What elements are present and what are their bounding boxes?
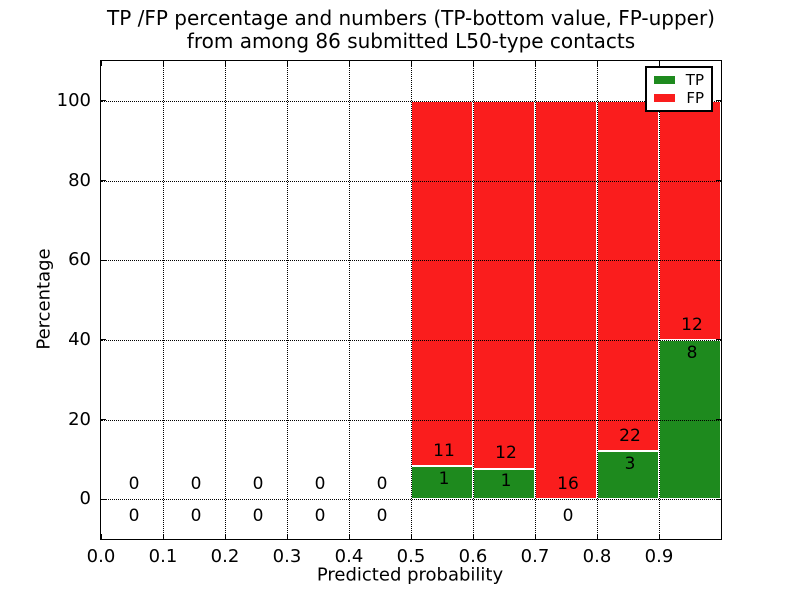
y-tick-label: 80	[68, 169, 91, 191]
vertical-gridline	[411, 61, 412, 539]
y-tick-label: 60	[68, 249, 91, 271]
x-tick-label: 0.7	[520, 546, 550, 567]
y-tick-mark	[101, 498, 106, 500]
y-tick-mark-right	[716, 498, 721, 500]
x-tick-mark	[596, 534, 598, 539]
y-tick-label: 40	[68, 328, 91, 350]
y-tick-mark-right	[716, 180, 721, 181]
tp-count-label: 0	[252, 505, 264, 526]
chart-title-line2: from among 86 submitted L50-type contact…	[186, 29, 636, 53]
x-tick-mark-top	[348, 61, 350, 66]
x-tick-mark-top	[100, 61, 102, 66]
fp-bar-segment	[659, 100, 721, 340]
x-tick-mark	[286, 534, 288, 539]
fp-count-label: 11	[433, 440, 455, 461]
x-tick-mark-top	[410, 61, 412, 66]
vertical-gridline	[349, 61, 350, 539]
fp-count-label: 0	[252, 474, 264, 495]
y-tick-label: 0	[79, 488, 91, 510]
legend: TP FP	[645, 66, 713, 112]
x-tick-label: 0.0	[86, 546, 116, 567]
fp-count-label: 12	[681, 314, 703, 335]
x-tick-mark-top	[534, 61, 536, 66]
fp-count-label: 12	[495, 443, 517, 464]
x-tick-mark	[348, 534, 350, 539]
x-tick-mark-top	[162, 61, 164, 66]
tp-count-label: 1	[438, 468, 450, 489]
vertical-gridline	[597, 61, 598, 539]
fp-count-label: 0	[190, 474, 202, 495]
chart-title: TP /FP percentage and numbers (TP-bottom…	[100, 7, 722, 53]
x-tick-mark	[410, 534, 412, 539]
fp-bar-segment	[473, 100, 535, 469]
tp-count-label: 0	[190, 505, 202, 526]
fp-count-label: 0	[128, 474, 140, 495]
legend-label-fp: FP	[686, 89, 704, 107]
y-tick-mark-right	[716, 339, 721, 341]
x-tick-mark	[658, 534, 660, 539]
y-tick-mark	[101, 100, 106, 102]
tp-count-label: 3	[624, 454, 636, 475]
x-tick-label: 0.1	[148, 546, 178, 567]
x-tick-mark	[224, 534, 226, 539]
y-tick-label: 100	[56, 89, 91, 111]
fp-bar-segment	[535, 100, 597, 500]
x-tick-mark	[100, 534, 102, 539]
vertical-gridline	[287, 61, 288, 539]
tp-count-label: 1	[500, 471, 512, 492]
x-axis-label: Predicted probability	[316, 564, 504, 586]
vertical-gridline	[225, 61, 226, 539]
y-tick-mark	[101, 180, 106, 181]
tp-bar-segment	[473, 468, 535, 500]
x-tick-label: 0.8	[582, 546, 612, 567]
x-tick-label: 0.6	[458, 546, 488, 567]
legend-entry-tp: TP	[654, 72, 704, 88]
tp-bar-segment	[411, 465, 473, 500]
fp-count-label: 16	[557, 474, 579, 495]
fp-count-label: 0	[376, 474, 388, 495]
vertical-gridline	[163, 61, 164, 539]
chart-title-line1: TP /FP percentage and numbers (TP-bottom…	[107, 6, 715, 30]
x-tick-mark-top	[596, 61, 598, 66]
x-tick-mark	[162, 534, 164, 539]
tp-count-label: 0	[562, 505, 574, 526]
y-tick-mark-right	[716, 259, 721, 261]
fp-count-label: 0	[314, 474, 326, 495]
vertical-gridline	[473, 61, 474, 539]
y-tick-mark	[101, 259, 106, 261]
tp-color-swatch	[654, 76, 675, 84]
legend-entry-fp: FP	[654, 90, 704, 106]
x-tick-label: 0.4	[334, 546, 364, 567]
legend-label-tp: TP	[685, 71, 704, 89]
plot-area: 0 0 0 0 0 0 0 0 0 0 11 1 12 1 16 0 22 3 12 8	[100, 60, 722, 540]
y-tick-mark-right	[716, 100, 721, 102]
x-tick-mark-top	[472, 61, 474, 66]
fp-color-swatch	[654, 94, 675, 102]
x-tick-mark	[472, 534, 474, 539]
vertical-gridline	[659, 61, 660, 539]
tp-count-label: 0	[314, 505, 326, 526]
y-tick-mark	[101, 419, 106, 420]
x-tick-label: 0.2	[210, 546, 240, 567]
x-tick-mark	[534, 534, 536, 539]
x-tick-mark-top	[286, 61, 288, 66]
x-tick-mark-top	[658, 61, 660, 66]
fp-bar-segment	[411, 100, 473, 466]
tp-count-label: 0	[128, 505, 140, 526]
fp-count-label: 22	[619, 426, 641, 447]
x-tick-label: 0.9	[644, 546, 674, 567]
tp-count-label: 8	[686, 342, 698, 363]
y-tick-mark-right	[716, 419, 721, 420]
tp-count-label: 0	[376, 505, 388, 526]
vertical-gridline	[535, 61, 536, 539]
x-tick-label: 0.3	[272, 546, 302, 567]
fp-bar-segment	[597, 100, 659, 452]
y-tick-label: 20	[68, 408, 91, 430]
x-tick-label: 0.5	[396, 546, 426, 567]
x-tick-mark-top	[224, 61, 226, 66]
y-tick-mark	[101, 339, 106, 341]
